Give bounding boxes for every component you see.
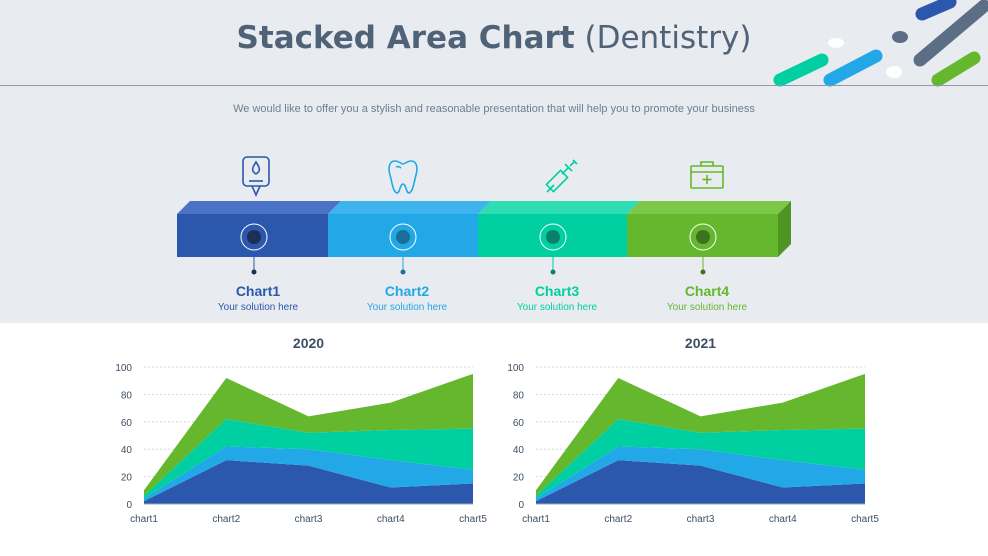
segment-side (778, 201, 791, 257)
iv-drip-icon (242, 156, 270, 197)
step-subtitle: Your solution here (217, 302, 299, 313)
first-aid-kit-icon (690, 161, 724, 189)
subtitle: We would like to offer you a stylish and… (233, 103, 755, 115)
area-series-4 (144, 373, 473, 496)
deco-dot (828, 38, 844, 48)
segment-marker-4 (689, 223, 717, 275)
decorative-stripes (773, 0, 988, 87)
step-4: Chart4 Your solution here (627, 283, 787, 313)
x-tick-label: chart3 (295, 514, 323, 525)
deco-dot (892, 31, 908, 43)
x-tick-label: chart1 (130, 514, 158, 525)
y-tick-label: 0 (518, 500, 524, 511)
step-3: Chart3 Your solution here (477, 283, 637, 313)
stripe-teal (773, 53, 829, 87)
stripe-green (931, 51, 981, 87)
step-title: Chart3 (534, 283, 580, 299)
area-chart-2020: 2020 0 20 40 60 80 100 chart1 chart2 chart3 chart4… (115, 335, 487, 525)
area-series-1 (144, 460, 473, 504)
stripe-lightblue (823, 49, 883, 87)
y-tick-label: 40 (121, 445, 133, 456)
y-tick-label: 80 (121, 390, 133, 401)
y-tick-label: 40 (513, 445, 525, 456)
step-title: Chart2 (384, 283, 430, 299)
x-tick-label: chart4 (769, 514, 797, 525)
y-tick-label: 100 (507, 363, 524, 374)
segment-marker-1 (240, 223, 268, 275)
stripe-blue (915, 0, 957, 21)
title-main: Stacked Area Chart (236, 20, 575, 56)
y-tick-label: 100 (115, 363, 132, 374)
page-title: Stacked Area Chart (Dentistry) (0, 20, 988, 56)
y-tick-label: 0 (126, 500, 132, 511)
x-tick-label: chart5 (459, 514, 487, 525)
area-series-3 (144, 419, 473, 499)
title-divider (0, 85, 988, 86)
area-series-4 (536, 373, 865, 496)
chart-title: 2020 (293, 335, 324, 351)
x-tick-label: chart1 (522, 514, 550, 525)
chart-title: 2021 (685, 335, 716, 351)
syringe-icon (545, 159, 578, 193)
segment-marker-3 (539, 223, 567, 275)
x-tick-label: chart5 (851, 514, 879, 525)
area-chart-2021: 2021 0 20 40 60 80 100 chart1 chart2 chart3 chart4… (507, 335, 879, 525)
y-tick-label: 60 (513, 418, 525, 429)
segment-top-1 (177, 201, 341, 214)
y-tick-label: 20 (121, 473, 133, 484)
stripe-grey (913, 0, 988, 67)
y-tick-label: 60 (121, 418, 133, 429)
step-subtitle: Your solution here (516, 302, 598, 313)
y-tick-label: 80 (513, 390, 525, 401)
title-suffix: (Dentistry) (584, 20, 752, 56)
step-1: Chart1 Your solution here (178, 283, 338, 313)
x-tick-label: chart4 (377, 514, 405, 525)
segment-top-2 (328, 201, 491, 214)
x-tick-label: chart2 (604, 514, 632, 525)
step-subtitle: Your solution here (366, 302, 448, 313)
y-tick-label: 20 (513, 473, 525, 484)
step-title: Chart1 (235, 283, 281, 299)
step-title: Chart4 (684, 283, 730, 299)
segment-marker-2 (389, 223, 417, 275)
x-tick-label: chart2 (212, 514, 240, 525)
x-tick-label: chart3 (687, 514, 715, 525)
step-2: Chart2 Your solution here (327, 283, 487, 313)
tooth-icon (388, 160, 418, 194)
area-series-1 (536, 460, 865, 504)
segment-top-4 (627, 201, 791, 214)
process-bar (177, 156, 791, 275)
area-series-3 (536, 419, 865, 499)
deco-dot (886, 66, 902, 78)
segment-top-3 (478, 201, 640, 214)
step-subtitle: Your solution here (666, 302, 748, 313)
